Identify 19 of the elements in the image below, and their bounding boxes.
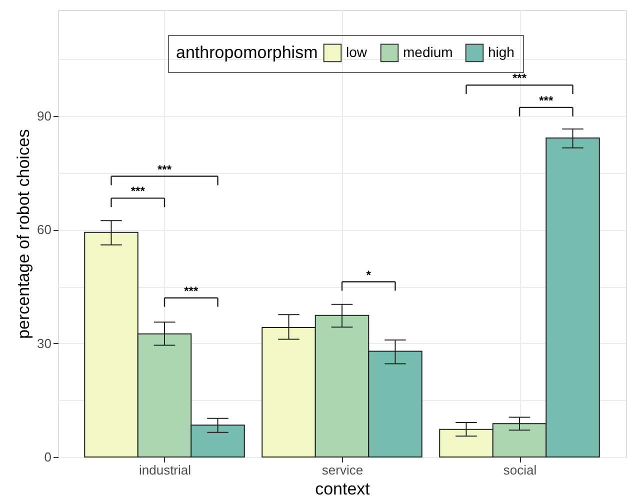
x-tick-label: social — [503, 462, 537, 478]
annotation: *** — [184, 284, 198, 298]
x-axis-title: context — [315, 480, 370, 498]
annotation: *** — [539, 93, 554, 108]
annotation: * — [366, 268, 372, 282]
legend-label: high — [488, 44, 514, 60]
x-tick-label: industrial — [138, 462, 192, 478]
y-tick-label: 0 — [44, 450, 52, 464]
y-axis-title: percentage of robot choices — [14, 129, 34, 339]
legend-label: medium — [403, 44, 453, 60]
y-tick-label: 30 — [37, 336, 52, 351]
y-tick-label: 90 — [37, 108, 52, 124]
annotation: *** — [512, 71, 527, 86]
legend-label: low — [346, 44, 368, 60]
annotation: *** — [130, 184, 146, 198]
annotation: *** — [157, 162, 172, 176]
x-tick-label: service — [322, 462, 364, 478]
legend-title: anthropomorphism — [176, 43, 318, 62]
y-tick-label: 60 — [37, 222, 52, 238]
